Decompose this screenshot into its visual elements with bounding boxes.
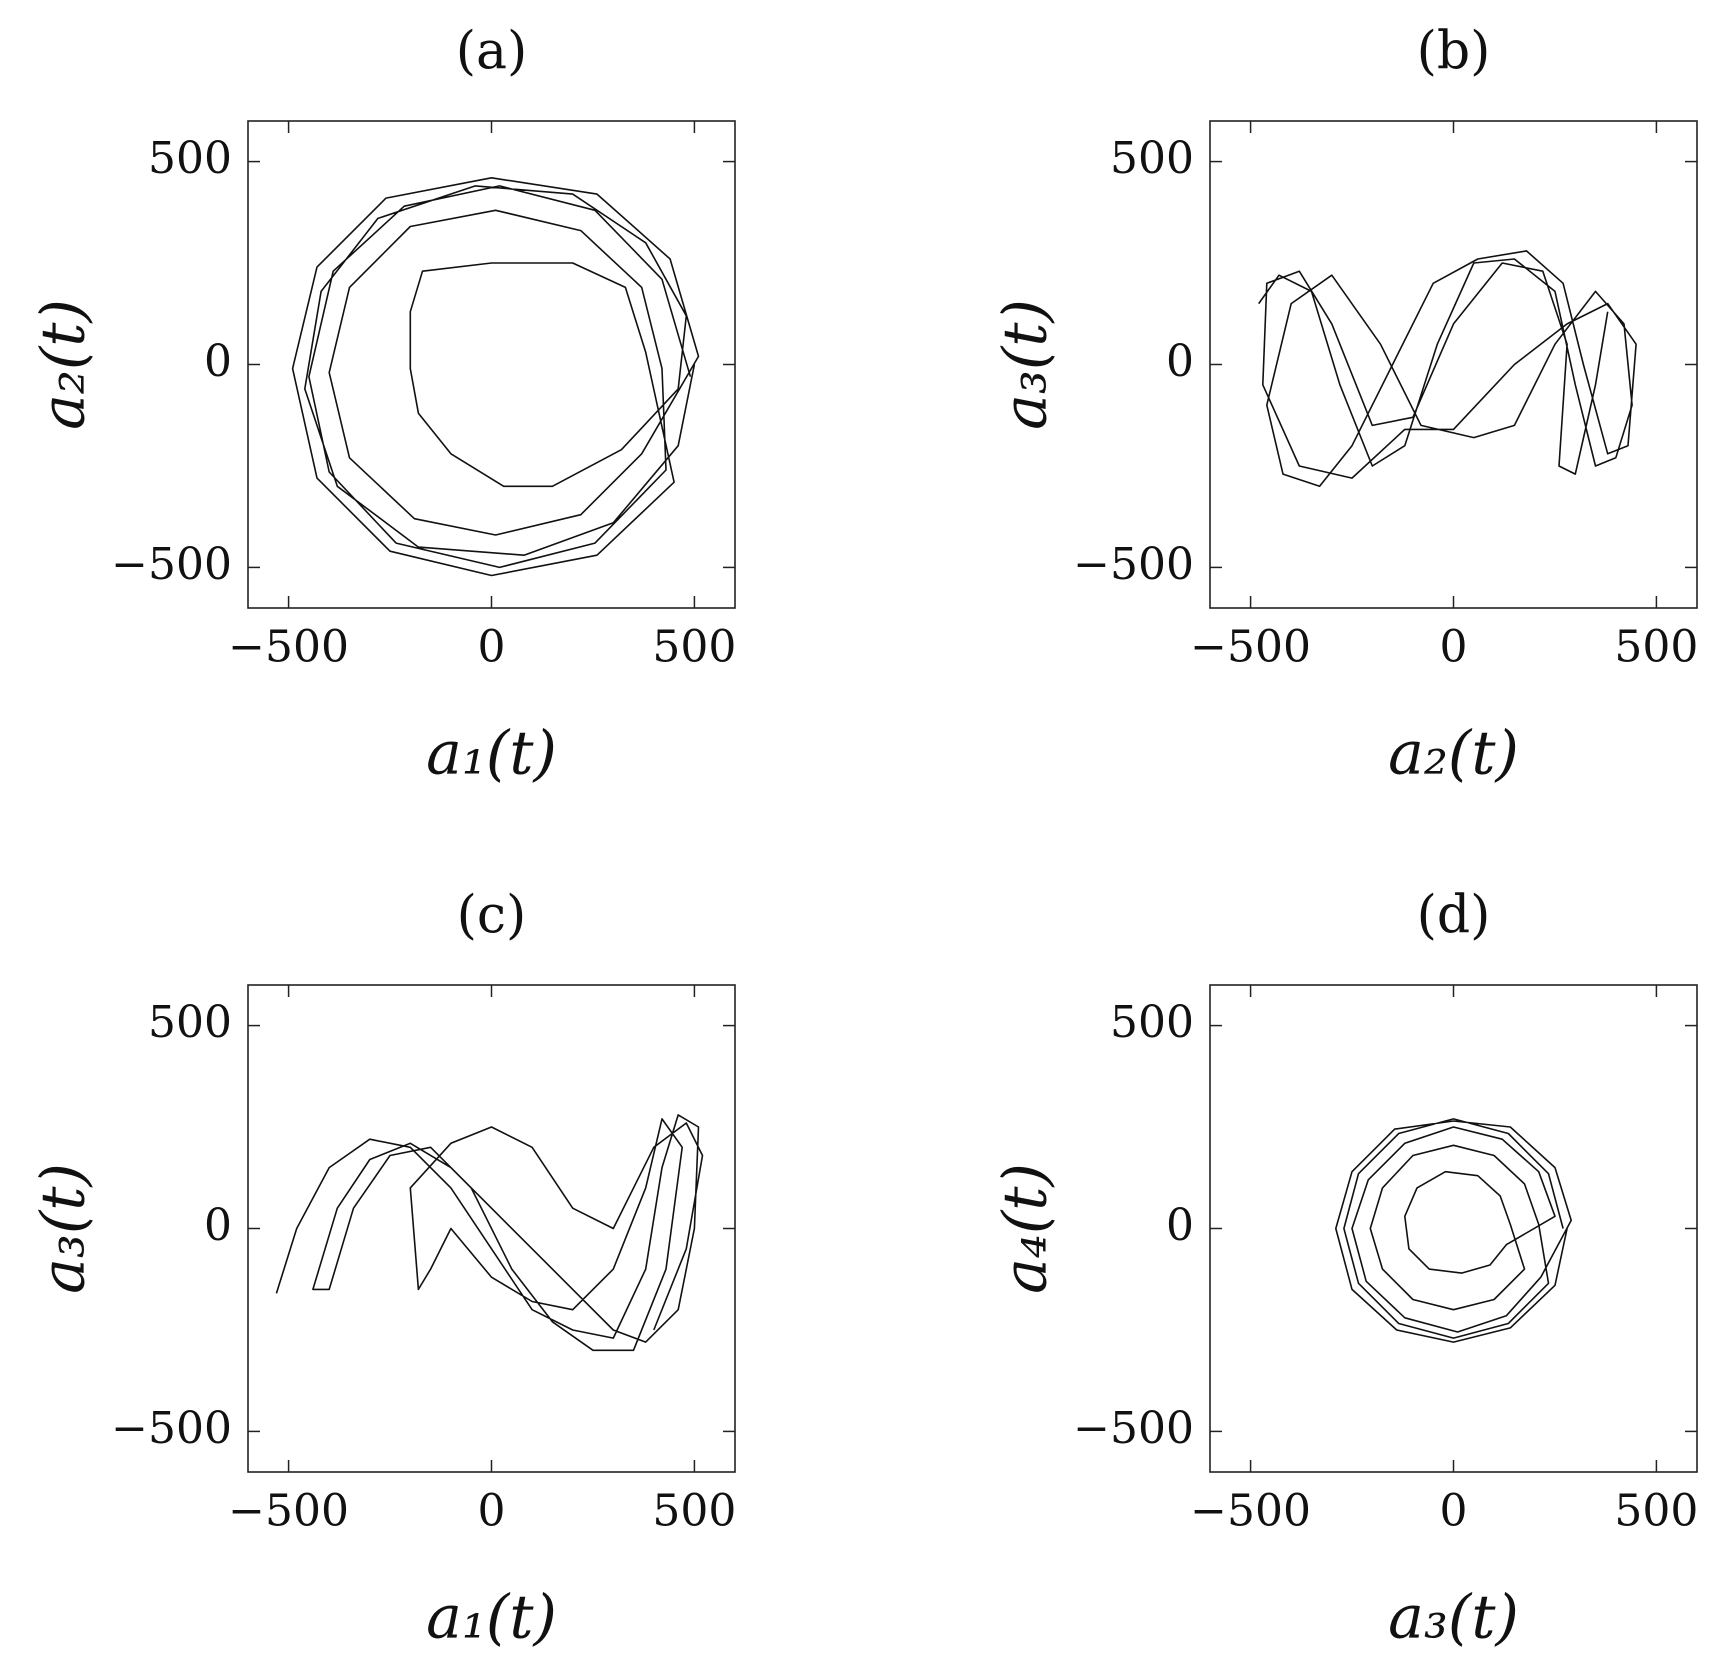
y-tick-label: 0 — [1166, 1200, 1194, 1251]
y-tick-label: 500 — [148, 133, 232, 184]
y-tick-label: −500 — [111, 539, 232, 590]
y-tick-label: −500 — [111, 1403, 232, 1454]
x-tick-label: −500 — [1190, 1486, 1311, 1537]
panel-title: (d) — [1417, 886, 1491, 946]
trajectory — [275, 1114, 704, 1352]
x-axis-label: a₁(t) — [426, 1583, 557, 1653]
x-tick-label: 0 — [478, 622, 506, 673]
plot-frame — [1209, 984, 1698, 1473]
y-axis-label: a₃(t) — [991, 299, 1061, 430]
y-tick-label: 0 — [204, 336, 232, 387]
y-tick-label: −500 — [1073, 539, 1194, 590]
x-axis-label: a₃(t) — [1388, 1583, 1519, 1653]
trajectory — [1258, 250, 1637, 488]
x-tick-label: −500 — [228, 622, 349, 673]
y-axis-label: a₃(t) — [29, 1163, 99, 1294]
y-tick-label: −500 — [1073, 1403, 1194, 1454]
x-tick-label: 0 — [478, 1486, 506, 1537]
x-tick-label: 0 — [1440, 1486, 1468, 1537]
y-tick-label: 500 — [148, 997, 232, 1048]
y-tick-label: 500 — [1110, 133, 1194, 184]
x-axis-label: a₁(t) — [426, 719, 557, 789]
x-tick-label: 500 — [652, 1486, 736, 1537]
panel: (c) −500 0 500 −500 0 500 a₁(t) a₃(t) — [29, 886, 737, 1653]
x-tick-label: 500 — [1614, 1486, 1698, 1537]
y-axis-label: a₄(t) — [991, 1163, 1061, 1294]
trajectory — [1335, 1118, 1572, 1343]
x-tick-label: −500 — [228, 1486, 349, 1537]
y-tick-label: 0 — [204, 1200, 232, 1251]
x-tick-label: 0 — [1440, 622, 1468, 673]
panel-title: (b) — [1417, 22, 1491, 82]
x-tick-label: −500 — [1190, 622, 1311, 673]
y-tick-label: 0 — [1166, 336, 1194, 387]
y-axis-label: a₂(t) — [29, 299, 99, 430]
panel-title: (a) — [456, 22, 528, 82]
x-tick-label: 500 — [652, 622, 736, 673]
plot-frame — [1209, 120, 1698, 609]
x-axis-label: a₂(t) — [1388, 719, 1519, 789]
x-tick-label: 500 — [1614, 622, 1698, 673]
panel-title: (c) — [457, 886, 527, 946]
panel: (b) −500 0 500 −500 0 500 a₂(t) a₃(t) — [991, 22, 1699, 789]
trajectory — [291, 177, 700, 577]
y-tick-label: 500 — [1110, 997, 1194, 1048]
panel: (d) −500 0 500 −500 0 500 a₃(t) a₄(t) — [991, 886, 1699, 1653]
panel: (a) −500 0 500 −500 0 500 a₁(t) a₂(t) — [29, 22, 737, 789]
